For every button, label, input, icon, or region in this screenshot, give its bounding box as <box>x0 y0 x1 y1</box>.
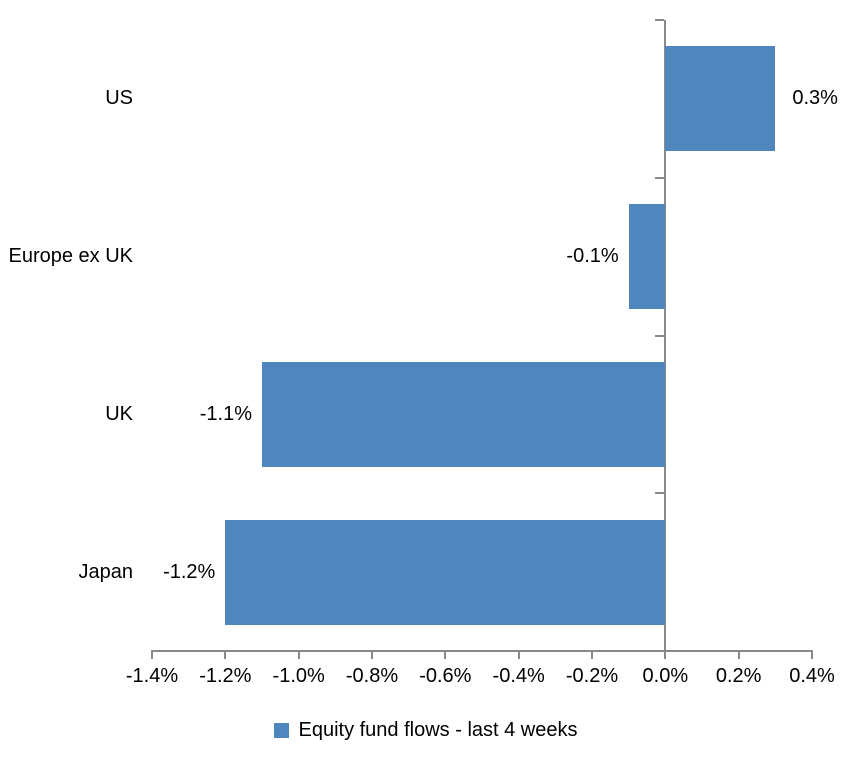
y-tick-mark <box>655 492 665 495</box>
y-tick-mark <box>655 19 665 21</box>
x-tick-mark <box>737 650 740 659</box>
category-label: Japan <box>78 560 134 583</box>
x-tick-mark <box>224 650 227 659</box>
x-tick-label: -1.4% <box>125 665 179 687</box>
x-tick-mark <box>664 650 667 659</box>
category-label: Europe ex UK <box>8 245 133 268</box>
x-tick-mark <box>371 650 373 659</box>
bar-value-label: 0.3% <box>792 87 838 110</box>
legend: Equity fund flows - last 4 weeks <box>0 719 852 742</box>
y-tick-mark <box>655 650 665 652</box>
x-tick-label: -0.2% <box>565 665 619 687</box>
x-tick-label: -0.8% <box>345 665 399 687</box>
x-tick-mark <box>811 650 813 659</box>
bar <box>628 204 666 310</box>
category-label: US <box>105 87 133 110</box>
legend-swatch-icon <box>274 723 290 738</box>
x-tick-mark <box>444 650 447 659</box>
category-label: UK <box>105 402 133 425</box>
bar-value-label: -1.1% <box>199 402 252 425</box>
x-tick-label: 0.2% <box>715 665 762 687</box>
bar <box>225 519 666 625</box>
bar-value-label: -0.1% <box>566 245 619 268</box>
x-tick-label: -0.4% <box>492 665 545 687</box>
y-tick-mark <box>655 334 665 337</box>
x-tick-mark <box>517 650 520 659</box>
x-tick-label: -1.0% <box>272 665 325 687</box>
bar <box>665 46 776 152</box>
legend-label: Equity fund flows - last 4 weeks <box>298 719 578 741</box>
x-tick-mark <box>591 650 593 659</box>
y-tick-mark <box>655 176 665 179</box>
x-axis-line <box>151 650 813 652</box>
x-tick-mark <box>297 650 300 659</box>
x-tick-label: -1.2% <box>199 665 252 687</box>
zero-axis-line <box>664 20 667 652</box>
x-tick-label: -0.6% <box>419 665 472 687</box>
bar <box>262 361 666 467</box>
x-tick-mark <box>151 650 153 659</box>
bar-value-label: -1.2% <box>163 560 216 583</box>
x-tick-label: 0.4% <box>789 665 835 687</box>
x-tick-label: 0.0% <box>642 665 689 687</box>
